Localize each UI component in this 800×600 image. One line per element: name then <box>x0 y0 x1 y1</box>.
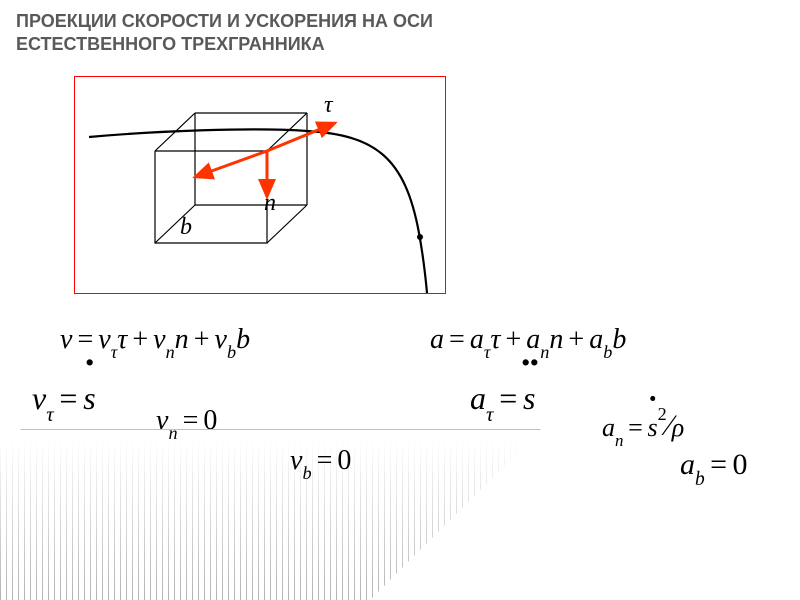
title-line-1: ПРОЕКЦИИ СКОРОСТИ И УСКОРЕНИЯ НА ОСИ <box>16 11 433 31</box>
diagram-frame <box>74 76 446 294</box>
label-n: n <box>264 190 276 217</box>
eq-a-b: ab=0 <box>680 448 747 487</box>
eq-a-n: an=s2⁄ρ <box>602 410 684 447</box>
eq-v-tau: vτ=s <box>32 380 96 422</box>
title-line-2: ЕСТЕСТВЕННОГО ТРЕХГРАННИКА <box>16 34 325 54</box>
decorative-hatch <box>0 429 541 600</box>
label-b: b <box>180 214 192 241</box>
hatch-stripes <box>0 430 541 600</box>
page-title: ПРОЕКЦИИ СКОРОСТИ И УСКОРЕНИЯ НА ОСИ ЕСТ… <box>16 10 784 55</box>
trihedron-diagram <box>75 77 445 293</box>
eq-a-tau: aτ=s <box>470 380 535 422</box>
label-tau: τ <box>324 92 333 119</box>
